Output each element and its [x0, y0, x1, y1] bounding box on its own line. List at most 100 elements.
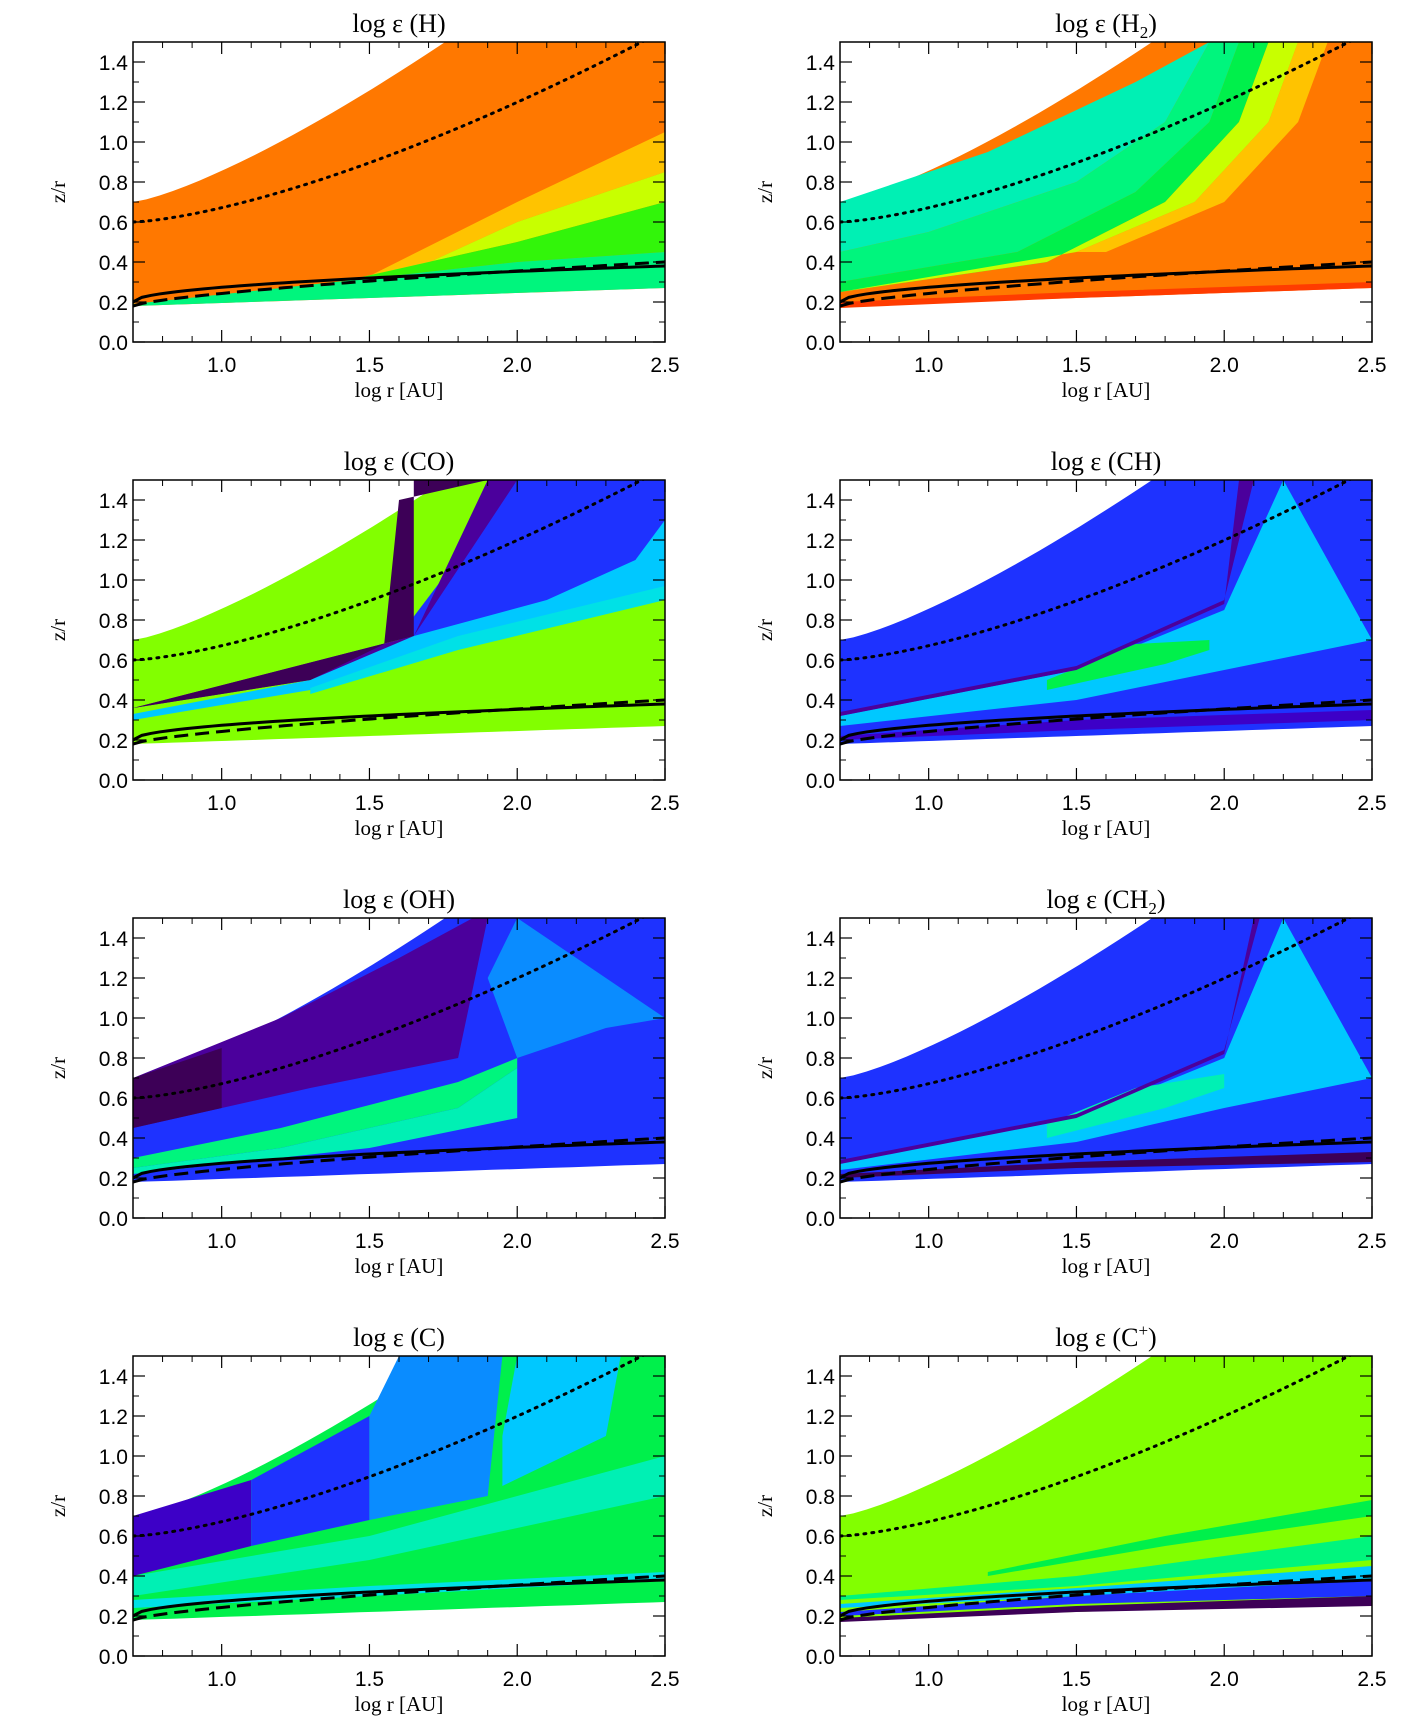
contour-area — [840, 480, 1372, 746]
contour-band-aqua — [1046, 1074, 1225, 1138]
x-tick-label: 1.5 — [355, 792, 384, 815]
solid-curve — [840, 1578, 1372, 1618]
x-tick-label: 2.5 — [650, 1230, 679, 1253]
panel-title: log ε (H2) — [1055, 9, 1157, 42]
contour-base-blue — [840, 480, 1372, 744]
x-tick-label: 1.5 — [355, 1230, 384, 1253]
contour-base-blue — [840, 918, 1372, 1182]
y-tick-label: 0.4 — [99, 1566, 129, 1589]
contour-band-aqua — [133, 1456, 665, 1596]
x-tick-label: 1.0 — [207, 792, 236, 815]
x-tick-label: 2.0 — [503, 1230, 532, 1253]
contour-band-spring — [133, 252, 665, 306]
x-axis-label: log r [AU] — [1062, 1692, 1151, 1716]
x-tick-label: 1.5 — [1062, 1230, 1091, 1253]
x-tick-label: 1.5 — [355, 354, 384, 377]
y-tick-label: 0.0 — [806, 770, 835, 793]
title-end: ) — [1148, 1323, 1157, 1352]
y-tick-label: 1.0 — [99, 132, 128, 155]
y-axis-label: z/r — [46, 181, 70, 203]
x-axis-label: log r [AU] — [1062, 1254, 1151, 1278]
x-axis-label: log r [AU] — [355, 1692, 444, 1716]
y-tick-label: 0.6 — [806, 212, 835, 235]
y-tick-label: 1.0 — [806, 132, 835, 155]
contour-band-indigo — [840, 710, 1372, 740]
title-main: log ε (H) — [352, 9, 445, 38]
contour-band-red — [840, 282, 1372, 308]
x-axis-label: log r [AU] — [355, 378, 444, 402]
x-axis-label: log r [AU] — [355, 1254, 444, 1278]
y-tick-label: 0.0 — [806, 1208, 835, 1231]
x-tick-label: 1.0 — [914, 1668, 943, 1691]
title-subscript: 2 — [1140, 23, 1149, 42]
contour-band-dark_purple — [840, 1152, 1372, 1178]
panel-title: log ε (C+) — [1055, 1321, 1156, 1352]
y-tick-label: 1.2 — [806, 92, 835, 115]
y-tick-label: 0.4 — [806, 1566, 836, 1589]
x-tick-label: 1.0 — [207, 1230, 236, 1253]
contour-band-blue — [251, 1356, 370, 1546]
contour-area — [840, 1356, 1372, 1622]
dotted-curve — [133, 1356, 646, 1538]
y-tick-label: 0.2 — [99, 730, 128, 753]
x-axis-label: log r [AU] — [355, 816, 444, 840]
x-tick-label: 2.0 — [1210, 1230, 1239, 1253]
contour-band-sky — [840, 480, 1372, 726]
y-tick-label: 0.2 — [806, 1606, 835, 1629]
title-main: log ε (C — [1055, 1323, 1138, 1352]
contour-band-dark_purple — [133, 480, 488, 708]
title-superscript: + — [1138, 1321, 1148, 1340]
x-tick-label: 2.5 — [1357, 354, 1386, 377]
y-tick-label: 0.8 — [806, 172, 835, 195]
dotted-curve — [133, 42, 646, 224]
dashed-curve — [133, 260, 665, 308]
y-tick-label: 0.0 — [806, 332, 835, 355]
y-axis-label: z/r — [46, 619, 70, 641]
panel-title: log ε (CH2) — [1046, 885, 1165, 918]
y-tick-label: 0.4 — [99, 252, 129, 275]
y-tick-label: 0.6 — [99, 650, 128, 673]
y-axis-label: z/r — [753, 181, 777, 203]
y-tick-label: 0.0 — [99, 1208, 128, 1231]
y-tick-label: 1.4 — [99, 928, 129, 951]
contour-band-green — [840, 42, 1269, 292]
contour-band-spring — [840, 1536, 1372, 1600]
y-axis-label: z/r — [753, 1495, 777, 1517]
y-tick-label: 0.2 — [806, 730, 835, 753]
contour-band-blue — [399, 480, 665, 640]
y-tick-label: 0.4 — [99, 690, 129, 713]
dashed-curve — [840, 260, 1372, 308]
y-tick-label: 0.6 — [99, 1088, 128, 1111]
contour-area — [840, 42, 1372, 308]
contour-band-cyan — [310, 586, 665, 694]
x-tick-label: 1.5 — [1062, 792, 1091, 815]
y-tick-label: 0.6 — [806, 1088, 835, 1111]
y-tick-label: 0.8 — [99, 172, 128, 195]
x-tick-label: 2.0 — [1210, 1668, 1239, 1691]
dashed-curve — [133, 1136, 665, 1184]
x-tick-label: 2.0 — [503, 1668, 532, 1691]
x-tick-label: 2.5 — [1357, 1668, 1386, 1691]
dashed-curve — [133, 1574, 665, 1622]
contour-band-aqua — [133, 1068, 518, 1174]
title-end: ) — [1148, 9, 1157, 38]
y-tick-label: 0.6 — [99, 212, 128, 235]
panel-CO: 1.0 1.5 2.0 2.5 0.0 0.2 0.4 0.6 0.8 1.0 1.2 1.4 log … — [46, 447, 680, 840]
title-end: ) — [1157, 885, 1166, 914]
x-tick-label: 1.5 — [355, 1668, 384, 1691]
panel-title: log ε (C) — [353, 1323, 445, 1352]
y-tick-label: 1.2 — [99, 92, 128, 115]
x-tick-label: 1.0 — [914, 1230, 943, 1253]
panel-CH2: 1.0 1.5 2.0 2.5 0.0 0.2 0.4 0.6 0.8 1.0 1.2 1.4 log … — [753, 885, 1387, 1278]
y-tick-label: 0.2 — [99, 1606, 128, 1629]
contour-area — [133, 918, 665, 1184]
y-tick-label: 1.2 — [806, 1406, 835, 1429]
y-tick-label: 1.2 — [806, 530, 835, 553]
panel-title: log ε (CO) — [344, 447, 455, 476]
panel-H2: 1.0 1.5 2.0 2.5 0.0 0.2 0.4 0.6 0.8 1.0 1.2 1.4 log … — [753, 9, 1387, 402]
solid-curve — [840, 264, 1372, 304]
contour-band-light_blue — [369, 1356, 503, 1520]
y-tick-label: 1.4 — [806, 1366, 836, 1389]
panel-C+: 1.0 1.5 2.0 2.5 0.0 0.2 0.4 0.6 0.8 1.0 1.2 1.4 log … — [753, 1321, 1387, 1716]
y-tick-label: 0.0 — [99, 770, 128, 793]
